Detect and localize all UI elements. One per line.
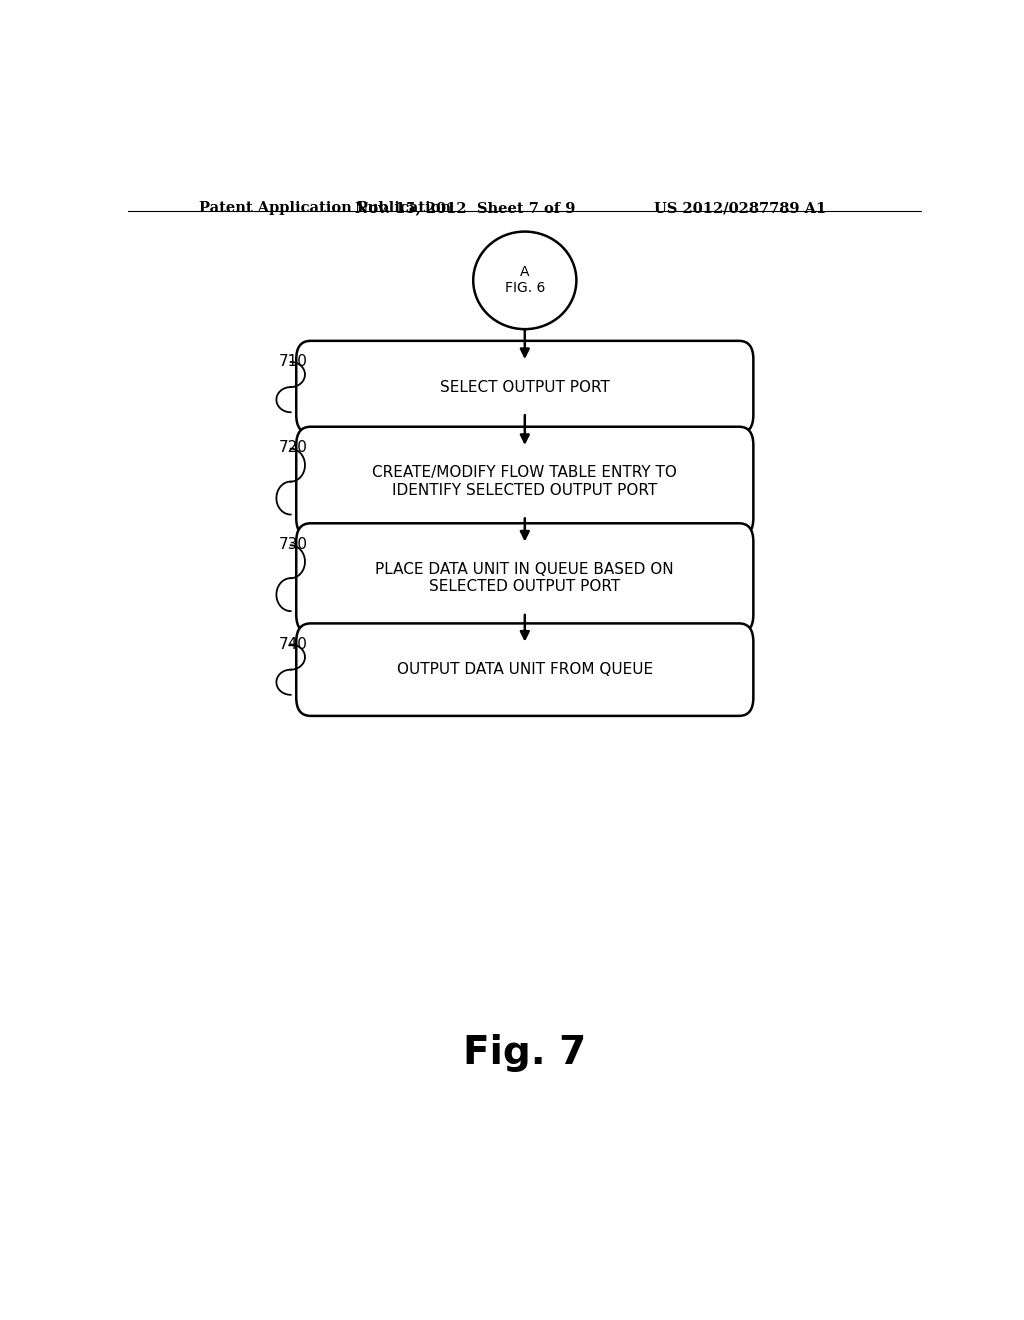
- Text: OUTPUT DATA UNIT FROM QUEUE: OUTPUT DATA UNIT FROM QUEUE: [396, 663, 653, 677]
- Text: Patent Application Publication: Patent Application Publication: [200, 201, 452, 215]
- Text: A
FIG. 6: A FIG. 6: [505, 265, 545, 296]
- Text: Fig. 7: Fig. 7: [463, 1034, 587, 1072]
- FancyBboxPatch shape: [296, 523, 754, 634]
- Text: CREATE/MODIFY FLOW TABLE ENTRY TO
IDENTIFY SELECTED OUTPUT PORT: CREATE/MODIFY FLOW TABLE ENTRY TO IDENTI…: [373, 466, 677, 498]
- FancyBboxPatch shape: [296, 623, 754, 715]
- Text: PLACE DATA UNIT IN QUEUE BASED ON
SELECTED OUTPUT PORT: PLACE DATA UNIT IN QUEUE BASED ON SELECT…: [376, 562, 674, 594]
- Text: 720: 720: [279, 440, 307, 455]
- FancyBboxPatch shape: [296, 426, 754, 536]
- Text: SELECT OUTPUT PORT: SELECT OUTPUT PORT: [440, 380, 609, 395]
- FancyBboxPatch shape: [296, 341, 754, 433]
- Text: Nov. 15, 2012  Sheet 7 of 9: Nov. 15, 2012 Sheet 7 of 9: [355, 201, 575, 215]
- Text: 740: 740: [279, 636, 307, 652]
- Text: 730: 730: [279, 536, 308, 552]
- Text: US 2012/0287789 A1: US 2012/0287789 A1: [654, 201, 826, 215]
- Text: 710: 710: [279, 354, 307, 370]
